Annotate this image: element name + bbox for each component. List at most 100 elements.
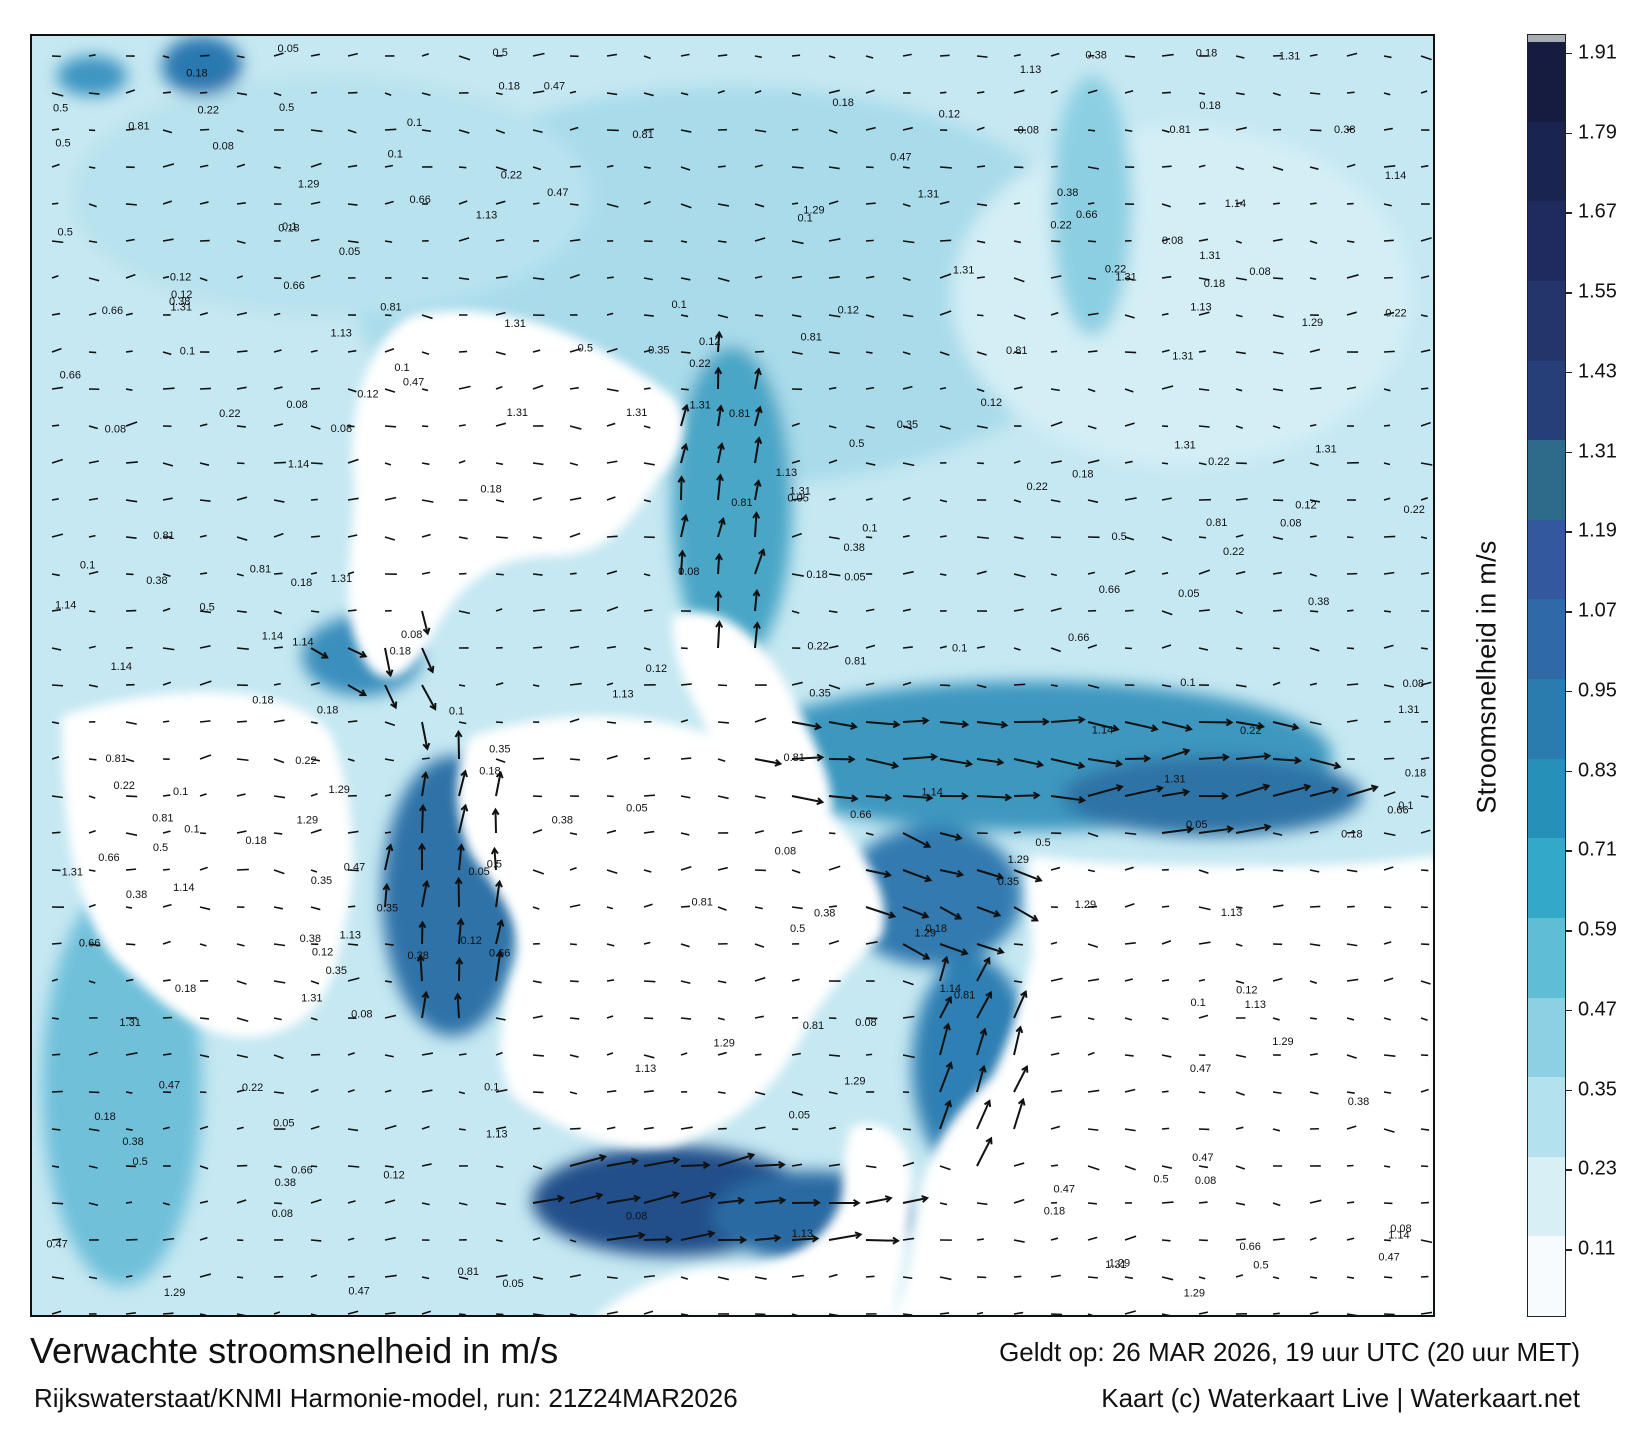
current-vector-arrow [754,350,765,353]
arrow-head [454,876,463,885]
speed-value-label: 0.18 [245,835,266,847]
speed-value-label: 0.38 [1334,124,1355,136]
current-vector-arrow [532,1091,544,1094]
speed-value-label: 0.12 [460,935,481,947]
current-vector-arrow [421,1202,430,1206]
current-vector-arrow [1198,827,1233,834]
current-vector-arrow [458,237,470,242]
current-vector-arrow [606,496,616,501]
current-vector-arrow [1309,788,1338,797]
arrow-head [961,792,969,801]
current-vector-arrow [199,1017,210,1020]
arrow-head [385,843,394,852]
speed-value-label: 1.13 [792,1228,813,1240]
arrow-head [983,1099,992,1108]
arrow-head [814,722,823,731]
arrow-head [1226,825,1235,834]
current-vector-arrow [347,1200,356,1204]
current-vector-arrow [717,277,730,282]
speed-value-label: 0.47 [46,1238,67,1250]
current-vector-arrow [532,462,544,466]
current-vector-arrow [828,129,838,134]
speed-value-label: 1.29 [1075,899,1096,911]
current-vector-arrow [1161,462,1169,465]
current-vector-arrow [125,1201,133,1204]
current-vector-arrow [1198,1014,1209,1019]
current-vector-arrow [236,1276,244,1279]
current-vector-arrow [1383,350,1395,353]
current-vector-arrow [273,52,284,57]
current-vector-arrow [347,349,357,353]
current-vector-arrow [791,869,801,874]
current-vector-arrow [88,570,99,575]
speed-value-label: 0.66 [98,852,119,864]
current-vector-arrow [162,497,173,501]
current-vector-arrow [1309,905,1321,908]
current-vector-arrow [273,423,284,427]
current-vector-arrow [791,681,803,686]
speed-value-label: 0.38 [1348,1096,1369,1108]
current-vector-arrow [1050,388,1060,392]
current-speed-map[interactable]: 0.120.220.660.121.141.290.810.810.050.08… [32,36,1435,1317]
speed-value-label: 0.12 [838,305,859,317]
speed-value-label: 1.14 [173,882,194,894]
current-vector-arrow [939,1165,951,1171]
speed-value-label: 0.18 [480,483,501,495]
current-vector-arrow [939,869,963,876]
speed-value-label: 0.47 [348,1285,369,1297]
current-vector-arrow [1235,1091,1245,1096]
arrow-head [454,729,463,738]
current-vector-arrow [828,276,840,279]
arrow-head [496,918,505,927]
current-vector-arrow [939,758,972,766]
current-vector-arrow [458,129,470,134]
arrow-head [707,1230,716,1238]
current-vector-arrow [1198,1165,1209,1169]
current-vector-arrow [902,570,914,575]
current-vector-arrow [236,536,248,541]
arrow-head [985,990,993,999]
current-vector-arrow [88,869,96,872]
arrow-head [1370,784,1379,793]
current-vector-arrow [421,1276,430,1280]
current-vector-arrow [88,240,98,244]
current-vector-arrow [1272,721,1298,729]
map-frame[interactable]: 0.12 0.22 0.66 0.12 1.14 1.29 0.81 0.81 0.05 0.08… [30,34,1435,1317]
speed-value-label: 0.05 [502,1278,523,1290]
current-vector-arrow [1161,905,1170,908]
current-vector-arrow [421,881,428,908]
current-vector-arrow [495,1274,508,1278]
speed-value-label: 1.31 [119,1017,140,1029]
current-vector-arrow [828,89,840,94]
current-vector-arrow [1383,55,1392,59]
current-vector-arrow [569,90,577,94]
current-vector-arrow [1050,684,1058,687]
arrow-head [359,650,368,658]
current-vector-arrow [236,1199,247,1204]
speed-value-label: 1.31 [301,993,322,1005]
current-vector-arrow [458,845,463,871]
current-vector-arrow [495,1239,503,1243]
current-vector-arrow [1013,1099,1025,1130]
arrow-head [1221,792,1229,801]
current-vector-arrow [421,772,427,797]
current-vector-arrow [680,1276,689,1280]
current-vector-arrow [865,202,876,205]
speed-value-label: 0.38 [1308,596,1329,608]
current-vector-arrow [310,1017,318,1021]
speed-value-label: 0.22 [1050,220,1071,232]
speed-value-label: 0.1 [1180,677,1195,689]
speed-value-label: 1.29 [1008,854,1029,866]
current-vector-arrow [680,92,689,96]
speed-value-label: 0.08 [401,629,422,641]
arrow-head [847,755,856,764]
current-vector-arrow [717,406,722,427]
current-vector-arrow [643,200,651,205]
current-vector-arrow [1050,240,1061,243]
speed-value-label: 0.35 [311,875,332,887]
current-vector-arrow [88,277,100,282]
current-vector-arrow [1420,795,1429,798]
current-vector-arrow [458,55,471,61]
arrow-head [921,716,930,725]
arrow-head [943,1022,951,1031]
